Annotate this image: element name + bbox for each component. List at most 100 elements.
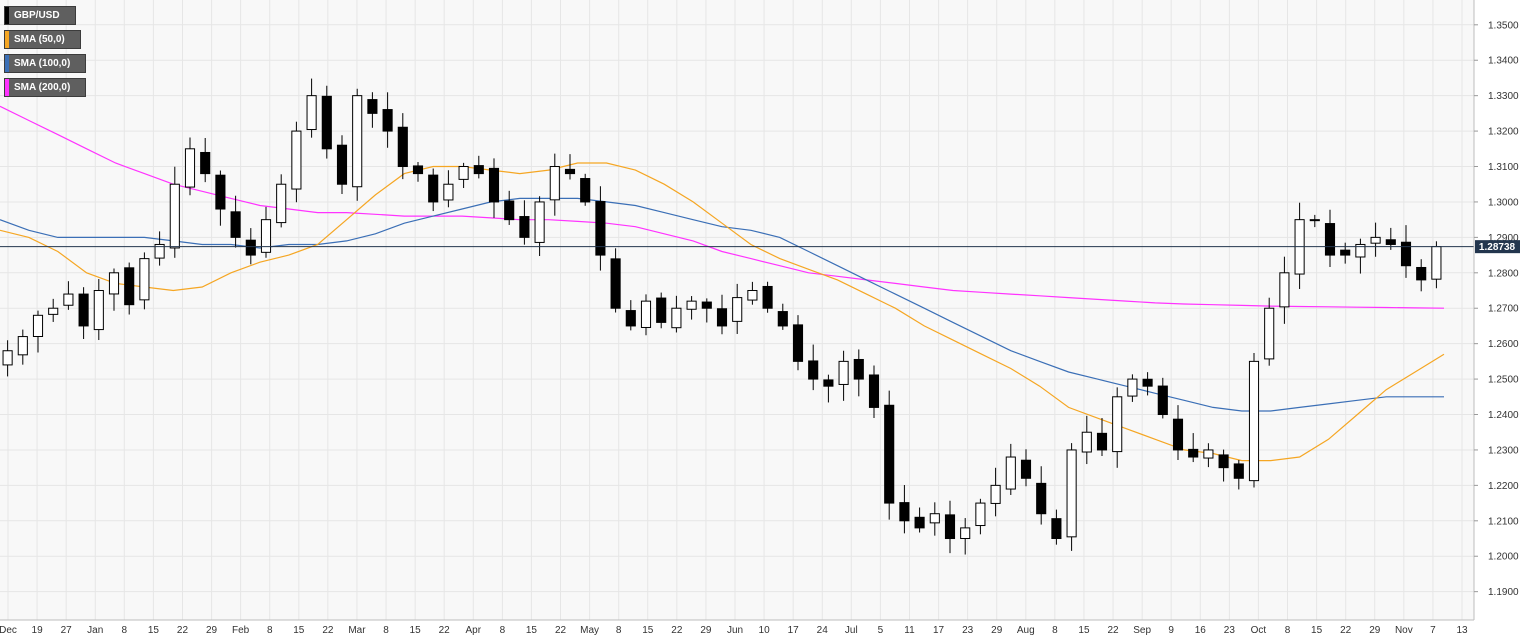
legend-item-sma100[interactable]: SMA (100,0) [4,54,86,73]
candle-down [914,516,925,529]
y-tick-label: 1.2500 [1488,375,1519,386]
candle-down [625,310,636,327]
candle-down [1340,249,1351,256]
candle-up [534,201,545,243]
x-tick-label: 29 [991,625,1003,636]
x-tick-label: 8 [500,625,506,636]
candle-up [990,484,1001,504]
candle-down [716,308,728,327]
x-tick-label: Oct [1251,625,1267,636]
candle-up [17,336,28,356]
candle-up [838,360,849,385]
candle-down [1036,482,1047,515]
x-tick-label: 17 [788,625,800,636]
candle-up [960,527,971,539]
candle-down [1416,266,1427,281]
candle-down [808,360,819,380]
candle-up [1279,272,1290,308]
x-tick-label: 23 [1224,625,1236,636]
candle-up [63,293,74,306]
candle-down [1400,241,1412,267]
candle-down [200,151,211,175]
x-tick-label: 11 [904,625,915,636]
x-tick-label: 8 [1052,625,1058,636]
candle-down [1233,463,1244,479]
candle-down [1188,448,1199,458]
y-tick-label: 1.2100 [1488,516,1519,527]
candle-down [367,99,378,114]
candle-up [154,243,165,259]
x-tick-label: 8 [1285,625,1291,636]
candle-up [1309,219,1320,222]
x-tick-label: 22 [439,625,451,636]
candle-down [412,165,424,175]
candle-up [975,502,986,527]
candle-up [108,272,120,295]
x-tick-label: Feb [232,625,250,636]
x-tick-label: 22 [177,625,189,636]
x-tick-label: 19 [32,625,44,636]
x-tick-label: 17 [933,625,945,636]
candle-up [443,183,454,201]
candle-down [1324,223,1336,256]
candle-up [260,219,272,253]
x-tick-label: 15 [410,625,422,636]
candle-down [944,514,956,540]
x-tick-label: Apr [465,625,481,636]
sma-200-line [0,105,1445,309]
x-tick-label: 24 [817,625,829,636]
candle-up [1081,431,1092,453]
x-tick-label: 22 [1107,625,1119,636]
x-tick-label: Mar [348,625,366,636]
candle-up [352,95,363,188]
x-axis-ticks: Dec 19 27 Jan 8 15 22 29 Feb 8 15 22 Mar 8 15 22 Apr 8 15 2… [0,625,1468,636]
candle-down [701,301,712,309]
candle-down [1142,378,1153,387]
candle-down [1096,432,1108,451]
legend-swatch-gbpusd [5,7,9,24]
x-tick-label: Jan [87,625,103,636]
y-tick-label: 1.3300 [1488,91,1519,102]
x-tick-label: 15 [1078,625,1090,636]
candle-down [382,109,393,132]
x-tick-label: Jun [727,625,743,636]
candle-up [169,183,180,249]
candle-down [823,379,834,387]
candle-up [671,307,682,329]
legend-label-sma50: SMA (50,0) [14,34,65,45]
candle-up [1066,449,1077,538]
x-tick-label: 8 [616,625,622,636]
candle-up [139,258,150,301]
candle-down [397,126,408,168]
y-tick-label: 1.2700 [1488,304,1519,315]
candle-up [1127,378,1138,397]
legend-item-sma200[interactable]: SMA (200,0) [4,78,86,97]
x-tick-label: May [580,625,599,636]
current-price-badge: 1.28738 [1475,240,1520,254]
x-tick-label: Nov [1395,625,1413,636]
candle-down [1051,518,1062,540]
x-tick-label: Aug [1017,625,1035,636]
candle-up [48,307,59,315]
legend-item-gbpusd[interactable]: GBP/USD [4,6,76,25]
candle-down [762,285,773,309]
y-tick-label: 1.2400 [1488,410,1519,421]
x-tick-label: 15 [148,625,160,636]
y-axis-ticks: 1.1900 1.2000 1.2100 1.2200 1.2300 1.2400 1.25… [1474,20,1519,598]
candle-up [1370,236,1381,244]
candle-down [230,211,241,238]
x-tick-label: 22 [671,625,683,636]
candle-down [564,168,576,175]
legend-label-gbpusd: GBP/USD [14,10,60,21]
candle-up [686,300,697,310]
candle-up [291,130,302,190]
y-tick-label: 1.3100 [1488,162,1519,173]
x-tick-label: 13 [1456,625,1468,636]
candle-up [276,183,287,224]
candle-down [1157,385,1168,416]
legend-item-sma50[interactable]: SMA (50,0) [4,30,81,49]
y-tick-label: 1.3400 [1488,56,1519,67]
candle-down [1218,454,1229,469]
x-tick-label: 10 [759,625,771,636]
candle-up [32,314,44,338]
